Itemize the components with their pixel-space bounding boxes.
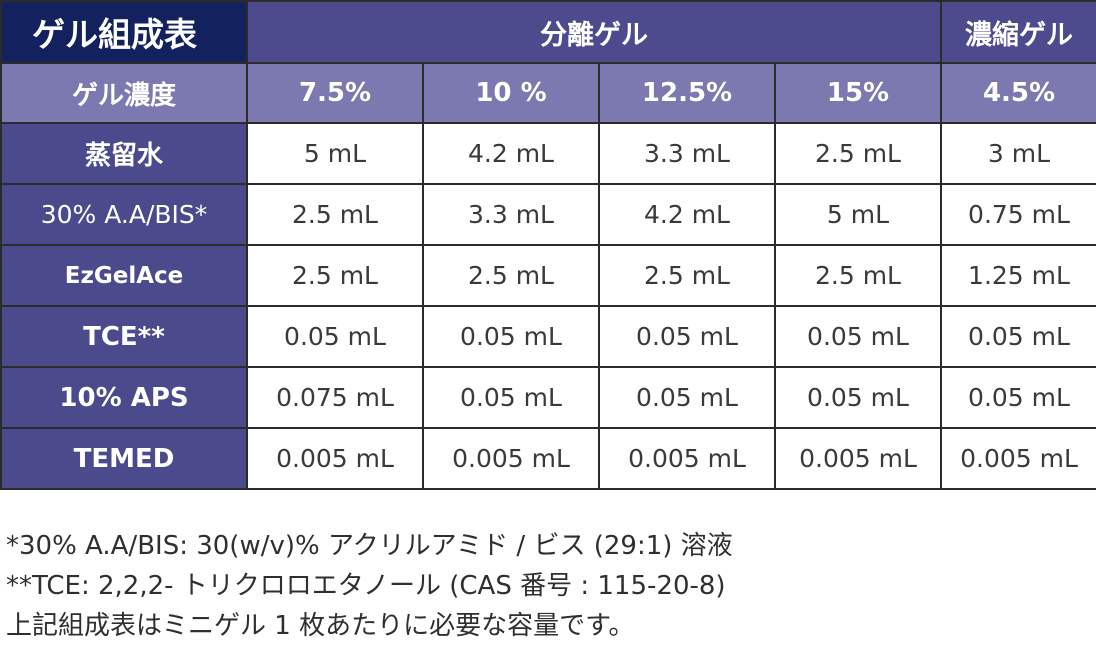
group-header-row: ゲル組成表 分離ゲル 濃縮ゲル xyxy=(0,0,1096,64)
table-cell: 4.2 mL xyxy=(422,122,600,185)
table-cell: 3.3 mL xyxy=(422,183,600,246)
table-cell: 0.05 mL xyxy=(598,305,776,368)
row-label-aps: 10% APS xyxy=(0,366,248,429)
table-cell: 0.05 mL xyxy=(422,305,600,368)
stacking-gel-header: 濃縮ゲル xyxy=(940,0,1096,64)
table-cell: 5 mL xyxy=(774,183,942,246)
concentration-12-5: 12.5% xyxy=(598,62,776,124)
concentration-15: 15% xyxy=(774,62,942,124)
table-cell: 0.005 mL xyxy=(774,427,942,490)
table-cell: 3.3 mL xyxy=(598,122,776,185)
concentration-header-label: ゲル濃度 xyxy=(0,62,248,124)
concentration-7-5: 7.5% xyxy=(246,62,424,124)
table-row: 蒸留水 5 mL 4.2 mL 3.3 mL 2.5 mL 3 mL xyxy=(0,122,1096,185)
table-cell: 0.05 mL xyxy=(422,366,600,429)
table-cell: 0.005 mL xyxy=(598,427,776,490)
table-cell: 2.5 mL xyxy=(246,244,424,307)
table-row: TEMED 0.005 mL 0.005 mL 0.005 mL 0.005 m… xyxy=(0,427,1096,490)
concentration-header-row: ゲル濃度 7.5% 10 % 12.5% 15% 4.5% xyxy=(0,62,1096,124)
table-cell: 2.5 mL xyxy=(246,183,424,246)
table-cell: 0.005 mL xyxy=(246,427,424,490)
row-label-distilled-water: 蒸留水 xyxy=(0,122,248,185)
concentration-4-5: 4.5% xyxy=(940,62,1096,124)
table-cell: 0.05 mL xyxy=(774,366,942,429)
row-label-ezgelace: EzGelAce xyxy=(0,244,248,307)
table-cell: 2.5 mL xyxy=(774,244,942,307)
row-label-tce: TCE** xyxy=(0,305,248,368)
concentration-10: 10 % xyxy=(422,62,600,124)
table-cell: 0.75 mL xyxy=(940,183,1096,246)
gel-composition-table: ゲル組成表 分離ゲル 濃縮ゲル ゲル濃度 7.5% 10 % 12.5% 15%… xyxy=(0,0,1096,490)
table-row: TCE** 0.05 mL 0.05 mL 0.05 mL 0.05 mL 0.… xyxy=(0,305,1096,368)
table-cell: 4.2 mL xyxy=(598,183,776,246)
table-cell: 0.05 mL xyxy=(598,366,776,429)
footnote-acrylamide-bis: *30% A.A/BIS: 30(w/v)% アクリルアミド / ビス (29:… xyxy=(6,531,733,561)
table-cell: 0.05 mL xyxy=(774,305,942,368)
footnotes: *30% A.A/BIS: 30(w/v)% アクリルアミド / ビス (29:… xyxy=(6,526,1086,646)
table-cell: 2.5 mL xyxy=(598,244,776,307)
table-row: 30% A.A/BIS* 2.5 mL 3.3 mL 4.2 mL 5 mL 0… xyxy=(0,183,1096,246)
row-label-temed: TEMED xyxy=(0,427,248,490)
table-cell: 3 mL xyxy=(940,122,1096,185)
table-cell: 0.05 mL xyxy=(940,305,1096,368)
table-cell: 0.075 mL xyxy=(246,366,424,429)
table-cell: 5 mL xyxy=(246,122,424,185)
table-title: ゲル組成表 xyxy=(0,0,248,64)
table-cell: 2.5 mL xyxy=(422,244,600,307)
footnote-volume: 上記組成表はミニゲル 1 枚あたりに必要な容量です。 xyxy=(6,611,635,641)
table-cell: 0.005 mL xyxy=(940,427,1096,490)
separating-gel-header: 分離ゲル xyxy=(246,0,942,64)
footnote-tce: **TCE: 2,2,2- トリクロロエタノール (CAS 番号 : 115-2… xyxy=(6,571,726,601)
table-row: EzGelAce 2.5 mL 2.5 mL 2.5 mL 2.5 mL 1.2… xyxy=(0,244,1096,307)
table-cell: 1.25 mL xyxy=(940,244,1096,307)
table-row: 10% APS 0.075 mL 0.05 mL 0.05 mL 0.05 mL… xyxy=(0,366,1096,429)
table-cell: 0.05 mL xyxy=(246,305,424,368)
row-label-acrylamide-bis: 30% A.A/BIS* xyxy=(0,183,248,246)
table-cell: 0.005 mL xyxy=(422,427,600,490)
table-cell: 2.5 mL xyxy=(774,122,942,185)
table-cell: 0.05 mL xyxy=(940,366,1096,429)
